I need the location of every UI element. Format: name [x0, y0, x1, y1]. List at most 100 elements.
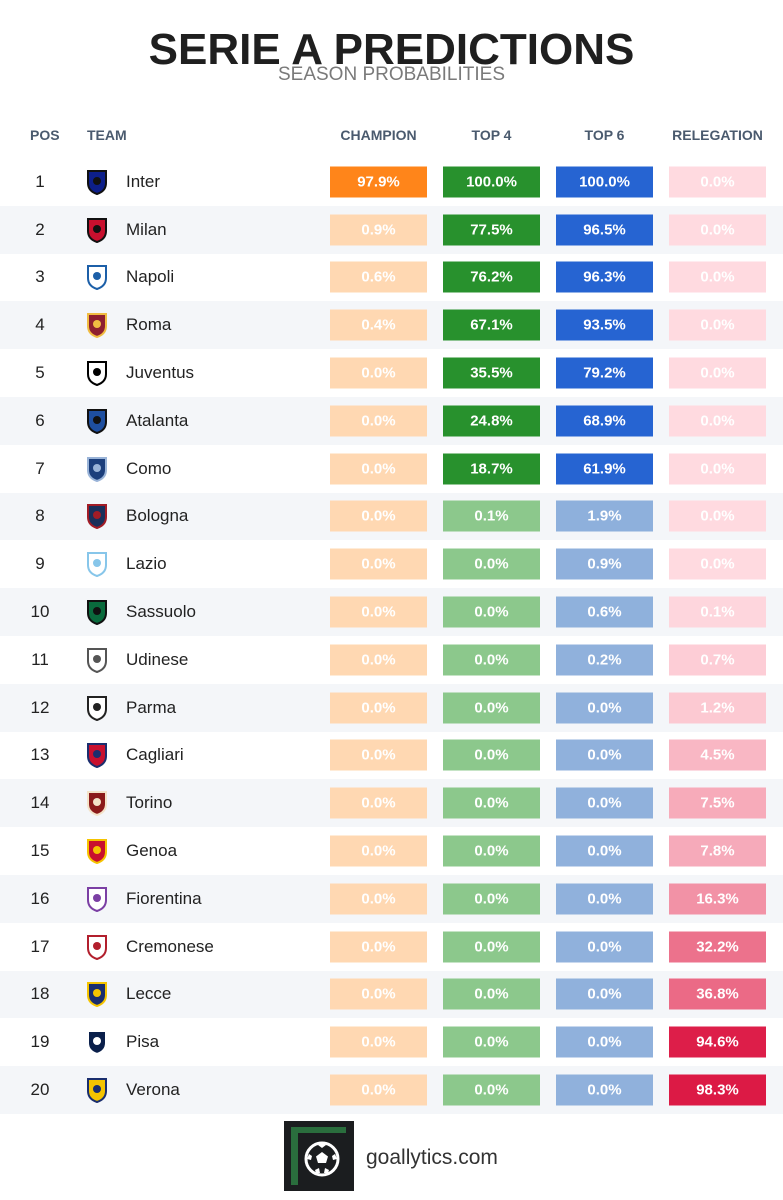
top6-probability-cell: 1.9% — [556, 500, 653, 532]
top6-probability-cell: 96.3% — [556, 261, 653, 293]
top4-probability-cell: 77.5% — [443, 214, 540, 246]
top6-probability-cell: 93.5% — [556, 309, 653, 341]
team-name: Roma — [126, 315, 172, 335]
relegation-probability-cell: 94.6% — [669, 1026, 766, 1058]
top4-probability-cell: 24.8% — [443, 405, 540, 437]
top4-probability-cell: 0.0% — [443, 835, 540, 867]
champion-probability-cell: 0.0% — [330, 978, 427, 1010]
row-position: 2 — [35, 219, 45, 239]
row-position: 11 — [31, 649, 49, 669]
footer-brand: goallytics.com — [366, 1146, 498, 1169]
verona-crest-icon — [86, 1077, 108, 1104]
table-row: 17 Cremonese 0.0% 0.0% 0.0% 32.2% — [0, 923, 783, 971]
team-name: Fiorentina — [126, 888, 202, 908]
top6-probability-cell: 100.0% — [556, 166, 653, 198]
top4-probability-cell: 0.0% — [443, 739, 540, 771]
top4-probability-cell: 0.0% — [443, 1074, 540, 1106]
table-row: 9 Lazio 0.0% 0.0% 0.9% 0.0% — [0, 540, 783, 588]
torino-crest-icon — [86, 790, 108, 817]
team-name: Juventus — [126, 363, 195, 383]
row-position: 15 — [30, 841, 50, 861]
relegation-probability-cell: 98.3% — [669, 1074, 766, 1106]
top6-probability-cell: 0.0% — [556, 1026, 653, 1058]
champion-probability-cell: 97.9% — [330, 166, 427, 198]
lecce-crest-icon — [86, 981, 108, 1008]
top4-probability-cell: 0.0% — [443, 931, 540, 963]
table-row: 6 Atalanta 0.0% 24.8% 68.9% 0.0% — [0, 396, 783, 445]
top6-probability-cell: 0.0% — [556, 835, 653, 867]
row-position: 18 — [30, 984, 50, 1004]
column-header-relegation: RELEGATION — [672, 127, 763, 143]
top6-probability-cell: 0.0% — [556, 1074, 653, 1106]
champion-probability-cell: 0.0% — [330, 787, 427, 819]
fiorentina-crest-icon — [86, 886, 108, 912]
top4-probability-cell: 0.0% — [443, 1026, 540, 1058]
champion-probability-cell: 0.0% — [330, 405, 427, 437]
top4-probability-cell: 18.7% — [443, 453, 540, 485]
top6-probability-cell: 0.2% — [556, 644, 653, 676]
table-row: 13 Cagliari 0.0% 0.0% 0.0% 4.5% — [0, 732, 783, 780]
team-name: Udinese — [126, 649, 189, 669]
relegation-probability-cell: 0.1% — [669, 596, 766, 628]
udinese-crest-icon — [86, 647, 108, 673]
milan-crest-icon — [86, 217, 108, 243]
top4-probability-cell: 0.0% — [443, 548, 540, 580]
row-position: 6 — [35, 410, 45, 430]
column-header-pos: POS — [30, 127, 60, 143]
lazio-crest-icon — [86, 551, 108, 578]
relegation-probability-cell: 0.7% — [669, 644, 766, 676]
team-name: Torino — [126, 793, 173, 813]
table-row: 1 Inter 97.9% 100.0% 100.0% 0.0% — [0, 158, 783, 206]
champion-probability-cell: 0.0% — [330, 357, 427, 389]
table-row: 4 Roma 0.4% 67.1% 93.5% 0.0% — [0, 301, 783, 350]
top6-probability-cell: 68.9% — [556, 405, 653, 437]
team-name: Cagliari — [126, 745, 184, 765]
champion-probability-cell: 0.0% — [330, 931, 427, 963]
row-position: 8 — [35, 506, 45, 526]
relegation-probability-cell: 7.8% — [669, 835, 766, 867]
champion-probability-cell: 0.0% — [330, 835, 427, 867]
champion-probability-cell: 0.0% — [330, 644, 427, 676]
table-row: 11 Udinese 0.0% 0.0% 0.2% 0.7% — [0, 636, 783, 684]
row-position: 9 — [35, 554, 45, 574]
page-subtitle: SEASON PROBABILITIES — [277, 64, 506, 85]
team-name: Sassuolo — [126, 602, 196, 622]
relegation-probability-cell: 4.5% — [669, 739, 766, 771]
relegation-probability-cell: 36.8% — [669, 978, 766, 1010]
top4-probability-cell: 100.0% — [443, 166, 540, 198]
table-row: 14 Torino 0.0% 0.0% 0.0% 7.5% — [0, 779, 783, 828]
team-name: Pisa — [126, 1032, 160, 1052]
row-position: 4 — [35, 315, 45, 335]
table-row: 7 Como 0.0% 18.7% 61.9% 0.0% — [0, 445, 783, 493]
top6-probability-cell: 0.0% — [556, 931, 653, 963]
top6-probability-cell: 0.0% — [556, 739, 653, 771]
column-header-top4: TOP 4 — [471, 127, 512, 143]
napoli-crest-icon — [86, 264, 108, 291]
top6-probability-cell: 0.9% — [556, 548, 653, 580]
relegation-probability-cell: 0.0% — [669, 405, 766, 437]
row-position: 13 — [30, 745, 50, 765]
column-header-team: TEAM — [87, 127, 127, 143]
table-row: 15 Genoa 0.0% 0.0% 0.0% 7.8% — [0, 827, 783, 875]
team-name: Napoli — [126, 267, 175, 287]
top6-probability-cell: 0.0% — [556, 787, 653, 819]
table-row: 16 Fiorentina 0.0% 0.0% 0.0% 16.3% — [0, 874, 783, 923]
team-name: Milan — [126, 219, 167, 239]
row-position: 17 — [30, 936, 50, 956]
table-row: 10 Sassuolo 0.0% 0.0% 0.6% 0.1% — [0, 588, 783, 636]
inter-crest-icon — [86, 169, 108, 195]
row-position: 16 — [30, 888, 50, 908]
pisa-crest-icon — [86, 1029, 108, 1056]
parma-crest-icon — [86, 695, 108, 721]
team-name: Atalanta — [126, 410, 189, 430]
table-row: 2 Milan 0.9% 77.5% 96.5% 0.0% — [0, 205, 783, 254]
table-row: 20 Verona 0.0% 0.0% 0.0% 98.3% — [0, 1066, 783, 1114]
row-position: 14 — [30, 793, 50, 813]
relegation-probability-cell: 7.5% — [669, 787, 766, 819]
top4-probability-cell: 76.2% — [443, 261, 540, 293]
top4-probability-cell: 0.0% — [443, 644, 540, 676]
roma-crest-icon — [86, 312, 108, 339]
row-position: 12 — [30, 697, 50, 717]
relegation-probability-cell: 0.0% — [669, 500, 766, 532]
team-name: Lecce — [126, 984, 172, 1004]
